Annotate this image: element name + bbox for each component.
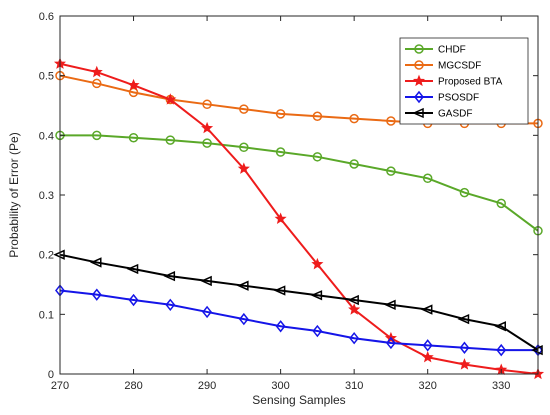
data-point-marker: [312, 152, 323, 162]
data-point-marker: [496, 198, 506, 209]
data-point-marker: [202, 99, 212, 110]
data-point-marker: [239, 104, 249, 114]
y-tick-label: 0.1: [39, 309, 54, 321]
data-point-marker: [414, 44, 424, 54]
legend-label: MGCSDF: [438, 61, 481, 72]
data-point-marker: [275, 320, 286, 333]
data-point-marker: [312, 324, 323, 338]
data-point-marker: [127, 78, 140, 91]
x-tick-label: 310: [345, 380, 363, 392]
data-point-marker: [422, 173, 433, 184]
legend-label: CHDF: [438, 45, 466, 56]
data-point-marker: [164, 93, 177, 105]
data-point-marker: [238, 312, 249, 326]
data-point-marker: [458, 358, 471, 370]
data-point-marker: [312, 111, 323, 121]
x-tick-label: 280: [124, 380, 142, 392]
data-point-marker: [163, 270, 176, 282]
data-point-marker: [165, 298, 176, 311]
data-point-marker: [165, 135, 176, 145]
y-tick-label: 0.5: [39, 71, 54, 83]
data-point-marker: [128, 293, 139, 307]
legend: CHDF MGCSDF Proposed BTA PSOSDF GASDF: [399, 37, 529, 125]
data-point-marker: [494, 321, 506, 332]
y-tick-label: 0: [48, 369, 54, 381]
series-line: [60, 134, 539, 232]
legend-item: GASDF: [405, 107, 472, 120]
ticks-layer: 270 280 290 300 310 320 330 0 0.1 0.2 0.3 0.4 0.5 0.6: [39, 11, 538, 392]
data-point-marker: [92, 130, 102, 141]
data-point-marker: [274, 212, 287, 224]
data-point-marker: [348, 303, 361, 315]
y-tick-label: 0.6: [39, 11, 54, 23]
x-tick-label: 320: [419, 380, 437, 392]
data-point-marker: [349, 159, 359, 169]
data-point-marker: [349, 331, 360, 345]
data-point-marker: [275, 109, 286, 119]
data-point-marker: [412, 107, 424, 119]
data-point-marker: [90, 65, 103, 78]
data-point-marker: [89, 257, 102, 268]
y-tick-label: 0.4: [39, 130, 54, 142]
legend-item: Proposed BTA: [405, 74, 503, 88]
x-tick-label: 300: [271, 380, 289, 392]
data-point-marker: [459, 341, 470, 354]
legend-item: PSOSDF: [405, 90, 479, 104]
data-point-marker: [496, 343, 507, 357]
data-point-marker: [457, 313, 470, 325]
data-point-marker: [126, 263, 139, 275]
data-point-marker: [347, 294, 359, 306]
data-point-marker: [202, 305, 213, 319]
data-point-marker: [422, 339, 433, 352]
legend-item: CHDF: [405, 44, 466, 56]
x-axis-label: Sensing Samples: [252, 393, 345, 407]
series-line: [59, 289, 538, 352]
legend-label: PSOSDF: [438, 93, 479, 104]
x-tick-label: 270: [51, 380, 69, 392]
data-point-marker: [202, 138, 212, 148]
data-point-marker: [239, 142, 249, 153]
data-point-marker: [384, 299, 396, 310]
series-line: [59, 253, 539, 351]
y-axis-label: Probability of Error (Pe): [7, 132, 21, 257]
legend-label: GASDF: [438, 109, 472, 120]
data-point-marker: [91, 288, 102, 301]
legend-label: Proposed BTA: [438, 77, 503, 88]
data-point-marker: [385, 336, 396, 350]
data-point-marker: [414, 90, 424, 104]
data-point-marker: [201, 121, 214, 134]
x-tick-label: 290: [198, 380, 216, 392]
data-point-marker: [421, 350, 434, 363]
series-line: [59, 62, 539, 375]
x-tick-label: 330: [492, 380, 510, 392]
data-point-marker: [310, 290, 323, 301]
data-point-marker: [275, 147, 286, 157]
data-point-marker: [386, 116, 396, 126]
data-point-marker: [200, 275, 212, 287]
y-tick-label: 0.2: [39, 250, 54, 262]
data-point-marker: [273, 285, 286, 296]
data-point-marker: [128, 87, 139, 98]
data-point-marker: [311, 257, 324, 270]
data-point-marker: [420, 304, 433, 315]
legend-item: MGCSDF: [405, 60, 481, 72]
data-point-marker: [459, 187, 470, 198]
data-point-marker: [349, 113, 359, 124]
data-point-marker: [237, 162, 250, 174]
data-point-marker: [92, 78, 102, 89]
y-tick-label: 0.3: [39, 190, 54, 202]
data-point-marker: [128, 132, 139, 143]
data-point-marker: [412, 74, 426, 87]
data-point-marker: [414, 60, 424, 70]
data-point-marker: [236, 280, 249, 291]
series-layer: [53, 57, 545, 380]
data-point-marker: [386, 166, 396, 176]
